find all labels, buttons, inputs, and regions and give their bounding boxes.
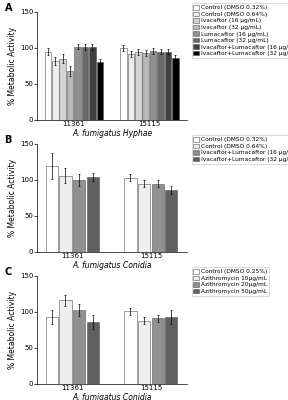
Bar xyxy=(46,166,58,252)
Bar xyxy=(45,52,51,120)
X-axis label: A. fumigatus Conidia: A. fumigatus Conidia xyxy=(73,261,152,270)
Text: C: C xyxy=(5,267,12,277)
X-axis label: A. fumigatus Hyphae: A. fumigatus Hyphae xyxy=(72,129,152,138)
Bar xyxy=(151,318,164,384)
Y-axis label: % Metabolic Activity: % Metabolic Activity xyxy=(8,291,17,369)
Legend: Control (DMSO 0.32%), Control (DMSO 0.64%), Ivacaftor+Lumacaftor (16 μg/mL), Iva: Control (DMSO 0.32%), Control (DMSO 0.64… xyxy=(192,135,288,164)
Bar xyxy=(151,184,164,252)
Bar xyxy=(46,317,58,384)
Y-axis label: % Metabolic Activity: % Metabolic Activity xyxy=(8,27,17,105)
Bar xyxy=(52,61,59,120)
Text: A: A xyxy=(5,3,12,13)
Bar xyxy=(67,71,73,120)
Text: B: B xyxy=(5,135,12,145)
Bar xyxy=(150,51,156,120)
Bar xyxy=(74,46,81,120)
Bar xyxy=(73,310,85,384)
Bar xyxy=(172,58,179,120)
Bar xyxy=(120,48,127,120)
Y-axis label: % Metabolic Activity: % Metabolic Activity xyxy=(8,159,17,237)
Bar xyxy=(59,176,71,252)
Bar xyxy=(59,59,66,120)
Bar xyxy=(165,52,171,120)
Bar xyxy=(89,47,96,120)
Bar xyxy=(124,178,137,252)
Bar xyxy=(73,180,85,252)
Bar xyxy=(165,317,177,384)
Bar xyxy=(135,52,142,120)
Bar xyxy=(165,190,177,252)
Bar xyxy=(124,311,137,384)
Bar xyxy=(82,47,88,120)
Bar xyxy=(86,177,99,252)
Bar xyxy=(157,52,164,120)
Bar xyxy=(142,53,149,120)
Bar xyxy=(96,62,103,120)
Bar xyxy=(86,322,99,384)
Bar xyxy=(138,321,150,384)
Bar xyxy=(128,54,134,120)
X-axis label: A. fumigatus Conidia: A. fumigatus Conidia xyxy=(73,393,152,400)
Legend: Control (DMSO 0.32%), Control (DMSO 0.64%), Ivacaftor (16 μg/mL), Ivacaftor (32 : Control (DMSO 0.32%), Control (DMSO 0.64… xyxy=(192,3,288,58)
Bar xyxy=(59,300,71,384)
Legend: Control (DMSO 0.25%), Azithromycin 10μg/mL, Azithromycin 20μg/mL, Azithromycin 5: Control (DMSO 0.25%), Azithromycin 10μg/… xyxy=(192,267,269,296)
Bar xyxy=(138,184,150,252)
